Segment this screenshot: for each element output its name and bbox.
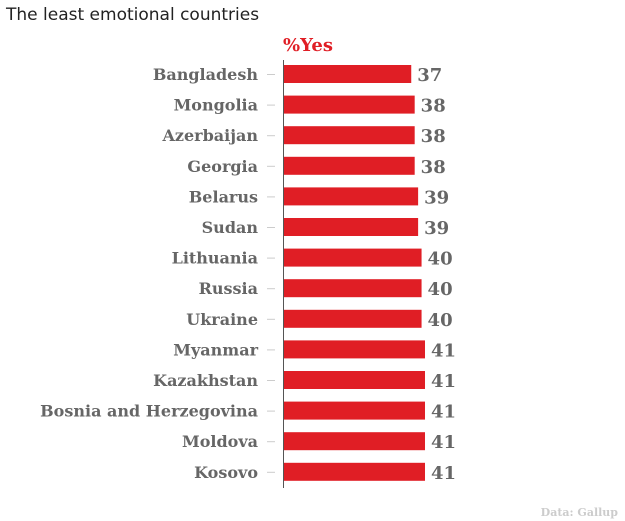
category-label: Bangladesh bbox=[153, 65, 259, 84]
bar bbox=[284, 126, 415, 145]
bar bbox=[284, 218, 419, 236]
source-note: Data: Gallup bbox=[541, 506, 619, 519]
bar bbox=[284, 309, 422, 328]
category-label: Mongolia bbox=[174, 96, 258, 115]
category-label: Azerbaijan bbox=[161, 126, 258, 145]
value-label: 40 bbox=[428, 310, 453, 331]
category-label: Georgia bbox=[187, 157, 258, 176]
value-label: 41 bbox=[431, 402, 456, 423]
category-label: Belarus bbox=[189, 187, 258, 206]
value-label: 39 bbox=[424, 218, 449, 239]
bar bbox=[284, 156, 415, 175]
value-label: 39 bbox=[424, 187, 449, 208]
bar bbox=[284, 279, 422, 298]
category-label: Kazakhstan bbox=[153, 371, 258, 390]
category-label: Bosnia and Herzegovina bbox=[40, 402, 258, 421]
category-label: Ukraine bbox=[186, 310, 258, 329]
category-label: Russia bbox=[199, 279, 258, 298]
bar bbox=[284, 462, 425, 481]
value-label: 41 bbox=[431, 371, 456, 392]
bar bbox=[284, 187, 419, 206]
value-label: 37 bbox=[417, 65, 442, 86]
bar bbox=[284, 248, 422, 267]
bar bbox=[284, 401, 425, 420]
category-label: Moldova bbox=[182, 432, 258, 451]
bar bbox=[284, 371, 425, 389]
value-label: 41 bbox=[431, 432, 456, 453]
bar bbox=[284, 432, 425, 451]
series-header: %Yes bbox=[283, 35, 333, 56]
bar bbox=[284, 65, 412, 83]
value-label: 38 bbox=[421, 96, 446, 117]
bar bbox=[284, 95, 415, 114]
chart-title: The least emotional countries bbox=[6, 5, 260, 25]
category-label: Sudan bbox=[202, 218, 259, 237]
category-label: Myanmar bbox=[173, 340, 258, 359]
category-label: Kosovo bbox=[194, 463, 258, 482]
value-label: 38 bbox=[421, 126, 446, 147]
value-label: 41 bbox=[431, 340, 456, 361]
value-label: 40 bbox=[428, 279, 453, 300]
value-label: 41 bbox=[431, 463, 456, 484]
category-label: Lithuania bbox=[172, 249, 258, 268]
value-label: 40 bbox=[428, 249, 453, 270]
bar bbox=[284, 340, 425, 359]
value-label: 38 bbox=[421, 157, 446, 178]
